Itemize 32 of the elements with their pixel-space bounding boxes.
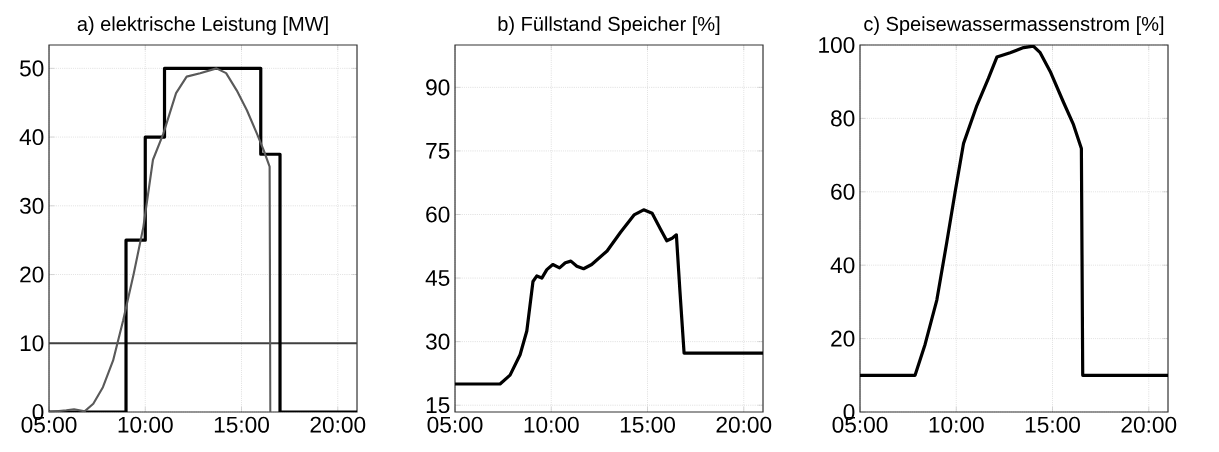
chart-title: b) Füllstand Speicher [%]	[498, 16, 720, 35]
y-tick-label: 90	[426, 79, 450, 96]
y-tick-label: 10	[20, 335, 44, 352]
x-tick-label: 20:00	[310, 416, 366, 433]
y-tick-label: 100	[819, 36, 855, 54]
y-tick-label: 30	[425, 333, 450, 350]
y-tick-label: 20	[20, 266, 44, 283]
y-tick-label: 40	[19, 129, 44, 146]
y-tick-label: 15	[426, 397, 450, 414]
x-tick-label: 15:00	[620, 416, 675, 433]
line-series	[860, 44, 1168, 377]
y-tick-label: 60	[831, 183, 855, 200]
y-tick-label: 60	[426, 206, 450, 223]
chart-title: c) Speisewassermassenstrom [%]	[864, 16, 1164, 35]
chart-title: a) elektrische Leistung [MW]	[77, 16, 328, 35]
y-tick-label: 50	[19, 60, 44, 77]
x-tick-label: 10:00	[118, 416, 173, 433]
line-series	[49, 67, 272, 412]
x-tick-label: 05:00	[427, 416, 483, 433]
x-tick-label: 20:00	[716, 416, 772, 433]
x-tick-label: 10:00	[929, 416, 984, 433]
y-tick-label: 80	[831, 110, 855, 127]
x-tick-label: 15:00	[1025, 416, 1080, 433]
y-tick-label: 40	[830, 257, 855, 274]
line-series	[455, 208, 764, 386]
x-tick-label: 10:00	[524, 416, 579, 433]
y-tick-label: 75	[426, 143, 450, 159]
x-tick-label: 15:00	[214, 416, 269, 433]
y-tick-label: 30	[19, 197, 44, 214]
y-tick-label: 20	[831, 330, 855, 347]
y-tick-label: 45	[425, 270, 450, 286]
x-tick-label: 20:00	[1121, 416, 1177, 433]
